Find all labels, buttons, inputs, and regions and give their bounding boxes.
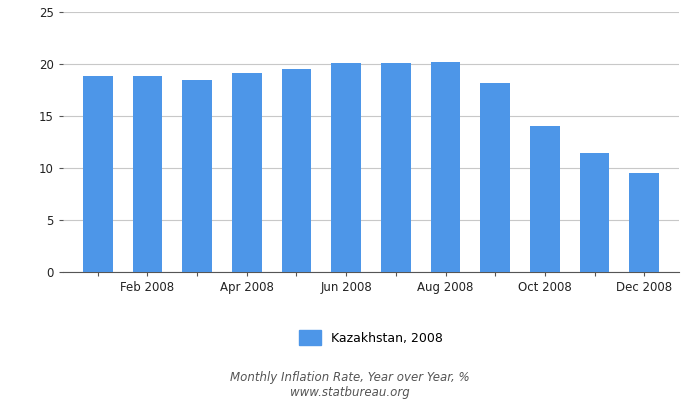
Bar [430, 62, 461, 272]
Bar [480, 83, 510, 272]
Bar [83, 76, 113, 272]
Text: Monthly Inflation Rate, Year over Year, %: Monthly Inflation Rate, Year over Year, … [230, 372, 470, 384]
Bar [629, 173, 659, 272]
Bar [381, 63, 411, 272]
Bar [182, 80, 212, 272]
Text: www.statbureau.org: www.statbureau.org [290, 386, 410, 399]
Bar [281, 69, 312, 272]
Bar [331, 63, 361, 272]
Bar [530, 126, 560, 272]
Bar [580, 154, 610, 272]
Bar [132, 76, 162, 272]
Bar [232, 73, 262, 272]
Legend: Kazakhstan, 2008: Kazakhstan, 2008 [299, 330, 443, 345]
